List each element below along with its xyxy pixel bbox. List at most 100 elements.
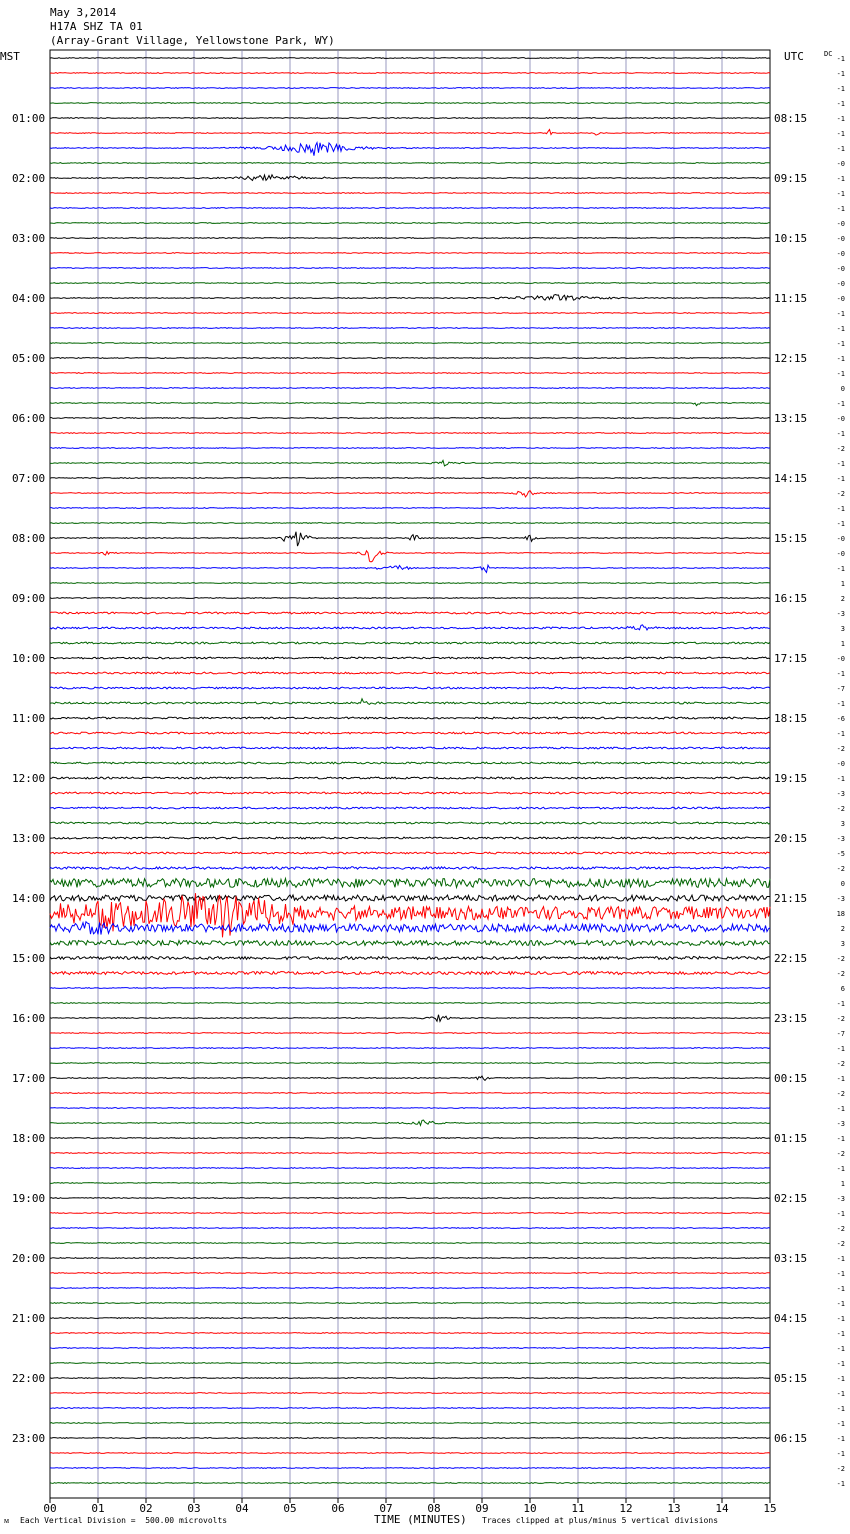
dc-label: DC: [824, 50, 832, 58]
mst-hour-label: 02:00: [12, 172, 45, 185]
mst-hour-label: 14:00: [12, 892, 45, 905]
dc-offset-value: -0: [837, 235, 845, 243]
dc-offset-value: -1: [837, 205, 845, 213]
trace-line: [50, 417, 771, 419]
trace-line: [49, 1482, 770, 1484]
dc-offset-value: -1: [837, 115, 845, 123]
chart-date: May 3,2014: [50, 6, 117, 19]
dc-offset-value: -3: [837, 895, 845, 903]
dc-offset-value: -2: [837, 1060, 845, 1068]
mst-hour-label: 03:00: [12, 232, 45, 245]
trace-line: [49, 1062, 771, 1064]
dc-offset-value: -6: [837, 715, 845, 723]
dc-offset-value: -1: [837, 565, 845, 573]
trace-line: [49, 1287, 771, 1289]
trace-line: [49, 1075, 771, 1082]
dc-offset-value: -2: [837, 1465, 845, 1473]
dc-offset-value: -2: [837, 1225, 845, 1233]
utc-hour-label: 09:15: [774, 172, 807, 185]
trace-line: [49, 1272, 771, 1274]
dc-offset-value: 3: [841, 820, 845, 828]
dc-offset-value: -7: [837, 685, 845, 693]
dc-offset-value: 1: [841, 1180, 845, 1188]
dc-offset-value: -3: [837, 1120, 845, 1128]
dc-offset-value: -1: [837, 355, 845, 363]
trace-line: [49, 893, 771, 938]
trace-line: [49, 57, 771, 59]
x-tick-label: 08: [427, 1502, 440, 1515]
trace-line: [49, 173, 770, 182]
dc-offset-value: -1: [837, 700, 845, 708]
dc-offset-value: -2: [837, 1150, 845, 1158]
dc-offset-value: -1: [837, 1075, 845, 1083]
mst-hour-label: 22:00: [12, 1372, 45, 1385]
dc-offset-value: 2: [841, 925, 845, 933]
dc-offset-value: -1: [837, 1405, 845, 1413]
dc-offset-value: -2: [837, 745, 845, 753]
mst-hour-label: 07:00: [12, 472, 45, 485]
dc-offset-value: -2: [837, 955, 845, 963]
mst-hour-label: 15:00: [12, 952, 45, 965]
trace-line: [49, 432, 771, 434]
dc-offset-value: -1: [837, 1255, 845, 1263]
x-axis-title: TIME (MINUTES): [374, 1513, 467, 1526]
utc-hour-label: 06:15: [774, 1432, 807, 1445]
x-tick-label: 03: [187, 1502, 200, 1515]
utc-hour-label: 08:15: [774, 112, 807, 125]
trace-line: [49, 597, 771, 599]
mst-hour-label: 13:00: [12, 832, 45, 845]
trace-line: [49, 252, 771, 254]
plot-frame: [49, 49, 771, 1499]
dc-offset-value: -1: [837, 175, 845, 183]
trace-line: [49, 447, 771, 449]
trace-line: [50, 1182, 771, 1184]
mst-hour-label: 23:00: [12, 1432, 45, 1445]
trace-line: [49, 656, 771, 660]
trace-line: [49, 851, 771, 855]
trace-line: [49, 222, 771, 224]
dc-offset-value: -1: [837, 130, 845, 138]
x-tick-label: 04: [235, 1502, 249, 1515]
trace-line: [49, 459, 771, 467]
trace-line: [49, 876, 771, 890]
dc-offset-value: 0: [841, 880, 845, 888]
mst-hour-label: 08:00: [12, 532, 45, 545]
trace-line: [49, 1392, 771, 1394]
mst-hour-label: 04:00: [12, 292, 45, 305]
left-tz-label: MST: [0, 50, 20, 63]
trace-line: [49, 387, 771, 389]
trace-line: [49, 402, 771, 407]
trace-line: [49, 522, 771, 524]
trace-line: [49, 1047, 771, 1049]
trace-line: [49, 531, 771, 547]
mst-hour-label: 18:00: [12, 1132, 45, 1145]
utc-hour-label: 12:15: [774, 352, 807, 365]
dc-offset-value: -1: [837, 1435, 845, 1443]
utc-hour-label: 18:15: [774, 712, 807, 725]
dc-offset-value: 1: [841, 580, 845, 588]
mst-hour-label: 12:00: [12, 772, 45, 785]
dc-offset-value: -1: [837, 1375, 845, 1383]
trace-line: [49, 697, 771, 706]
trace-line: [49, 117, 770, 119]
trace-line: [49, 1119, 771, 1127]
trace-line: [49, 1107, 771, 1109]
utc-hour-label: 00:15: [774, 1072, 807, 1085]
trace-line: [49, 671, 771, 675]
trace-line: [49, 72, 771, 74]
dc-offset-value: 6: [841, 985, 845, 993]
trace-line: [49, 865, 771, 870]
trace-line: [49, 955, 771, 961]
trace-line: [49, 641, 771, 645]
trace-line: [50, 102, 771, 104]
dc-offset-value: -1: [837, 1300, 845, 1308]
dc-offset-value: 18: [837, 910, 845, 918]
trace-line: [49, 920, 771, 935]
trace-line: [49, 1137, 771, 1139]
dc-offset-value: -1: [837, 55, 845, 63]
trace-line: [50, 507, 771, 509]
x-tick-label: 12: [619, 1502, 632, 1515]
dc-offset-value: -1: [837, 1135, 845, 1143]
trace-line: [49, 1227, 771, 1229]
